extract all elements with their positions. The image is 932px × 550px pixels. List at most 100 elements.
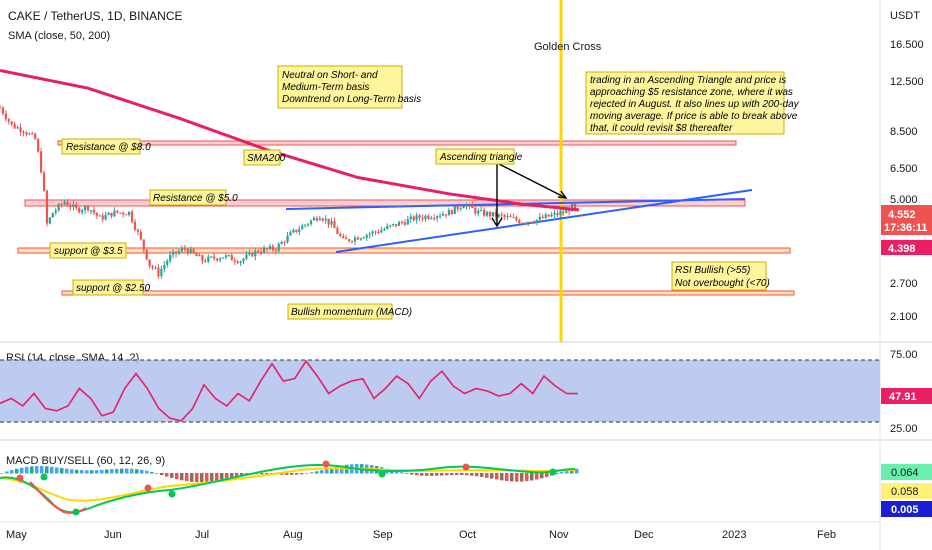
candle: [107, 212, 110, 215]
macd-bar: [150, 471, 154, 474]
note-bullish-momentum: Bullish momentum (MACD): [287, 303, 412, 320]
svg-text:17:36:11: 17:36:11: [884, 222, 927, 234]
candle: [485, 212, 489, 216]
svg-text:support @ $2.50: support @ $2.50: [76, 283, 151, 294]
note-support-3.5: support @ $3.5: [49, 242, 127, 259]
macd-title: MACD BUY/SELL (60, 12, 26, 9): [6, 455, 165, 467]
macd-bar: [5, 471, 9, 474]
macd-bar: [50, 466, 54, 474]
candle: [4, 113, 7, 120]
candle: [34, 133, 37, 140]
candle: [559, 211, 562, 215]
candle: [447, 210, 451, 216]
indicator-label: SMA (close, 50, 200): [8, 30, 110, 42]
time-tick: Dec: [634, 529, 654, 541]
candle: [312, 217, 316, 221]
macd-bar: [200, 473, 204, 483]
macd-bar: [130, 468, 134, 474]
time-tick: May: [6, 529, 27, 541]
macd-dot: [378, 470, 386, 478]
sma200-line: [0, 69, 579, 212]
macd-bar: [455, 473, 459, 476]
candle: [459, 208, 462, 210]
macd-dot: [144, 484, 152, 492]
svg-text:Not overbought (<70): Not overbought (<70): [675, 278, 770, 289]
candle: [1, 107, 5, 114]
note-triangle-explanation: trading in an Ascending Triangle and pri…: [585, 71, 800, 135]
candle: [260, 251, 263, 253]
svg-text:Ascending triangle: Ascending triangle: [439, 152, 523, 163]
candle: [248, 252, 251, 255]
candle: [462, 206, 465, 209]
macd-bar: [190, 473, 194, 482]
candle: [374, 231, 377, 233]
candle: [39, 151, 43, 173]
candle: [550, 214, 553, 217]
candle: [274, 249, 277, 252]
candle: [568, 209, 571, 212]
candle: [333, 221, 336, 229]
candle: [439, 215, 442, 217]
macd-bar: [460, 473, 464, 476]
candle: [154, 267, 157, 269]
candle: [562, 211, 565, 214]
svg-text:moving average. If price is ab: moving average. If price is able to brea…: [590, 111, 798, 122]
candle: [130, 211, 134, 222]
resistance-8-zone: [57, 140, 737, 146]
macd-bar: [180, 473, 184, 481]
candle: [532, 222, 536, 224]
macd-bar: [480, 473, 484, 477]
macd-bar: [0, 473, 4, 474]
time-tick: Jun: [104, 529, 122, 541]
macd-bar: [450, 473, 454, 476]
candle: [125, 214, 128, 216]
macd-bar: [45, 466, 49, 474]
svg-text:4.552: 4.552: [888, 209, 916, 221]
candle: [403, 222, 406, 225]
price-axis: 16.500 12.500 8.500 6.500 5.000 2.700 2.…: [890, 39, 924, 323]
candle: [421, 217, 424, 220]
price-tick: 2.100: [890, 311, 918, 323]
time-tick: Nov: [549, 529, 569, 541]
candle: [198, 255, 201, 257]
candle: [89, 210, 93, 212]
candle: [377, 232, 380, 234]
candle: [86, 206, 90, 211]
golden-cross-label: Golden Cross: [534, 41, 602, 53]
candle: [547, 214, 550, 217]
candle: [142, 239, 145, 250]
time-axis: May Jun Jul Aug Sep Oct Nov Dec 2023 Feb: [6, 529, 836, 541]
macd-bar: [330, 467, 334, 474]
macd-bar: [205, 473, 209, 482]
candle: [456, 205, 459, 210]
macd-bar: [420, 473, 424, 476]
candle: [227, 255, 230, 257]
candle: [180, 248, 184, 252]
candle: [98, 215, 101, 217]
macd-bar: [435, 473, 439, 476]
candle: [262, 247, 266, 253]
macd-bar: [70, 469, 74, 474]
candle: [477, 210, 480, 214]
candle: [433, 218, 436, 220]
macd-bar: [155, 473, 159, 474]
candle: [37, 139, 40, 152]
candle: [189, 249, 192, 254]
macd-bar: [340, 465, 344, 474]
macd-dot: [322, 460, 330, 468]
candle: [265, 247, 269, 249]
macd-bar: [20, 467, 24, 474]
candle: [286, 235, 289, 243]
macd-bar: [135, 469, 139, 474]
candle: [544, 214, 547, 219]
candle: [213, 256, 216, 259]
support-2.5-zone: [61, 290, 795, 296]
svg-text:Resistance @ $8.0: Resistance @ $8.0: [66, 142, 151, 153]
macd-bar: [290, 473, 294, 475]
candle: [497, 214, 500, 217]
candle: [327, 218, 330, 225]
candle: [45, 190, 49, 224]
candle: [186, 248, 189, 254]
candle: [488, 212, 492, 217]
candle: [553, 212, 556, 215]
